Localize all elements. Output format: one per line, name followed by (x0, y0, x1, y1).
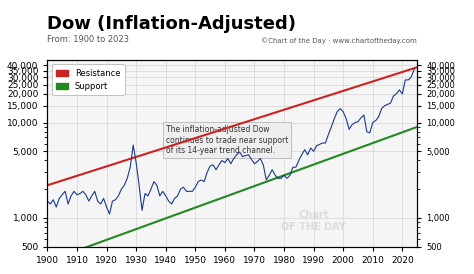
Text: Dow (Inflation-Adjusted): Dow (Inflation-Adjusted) (47, 15, 296, 33)
Text: ©Chart of the Day · www.chartoftheday.com: ©Chart of the Day · www.chartoftheday.co… (261, 37, 417, 44)
Text: From: 1900 to 2023: From: 1900 to 2023 (47, 35, 129, 44)
Text: Chart
OF THE DAY: Chart OF THE DAY (281, 210, 346, 232)
Legend: Resistance, Support: Resistance, Support (52, 64, 125, 95)
Text: The inflation-adjusted Dow
continues to trade near support
of its 14-year trend : The inflation-adjusted Dow continues to … (166, 125, 288, 155)
